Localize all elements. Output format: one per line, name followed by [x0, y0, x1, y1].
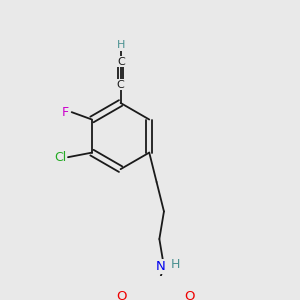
Text: F: F	[62, 106, 69, 119]
Text: Cl: Cl	[55, 151, 67, 164]
Text: O: O	[184, 290, 195, 300]
Text: C: C	[118, 57, 125, 67]
Text: N: N	[155, 260, 165, 273]
Text: O: O	[116, 290, 127, 300]
Text: C: C	[117, 80, 124, 90]
Text: H: H	[117, 40, 126, 50]
Text: H: H	[170, 258, 180, 271]
